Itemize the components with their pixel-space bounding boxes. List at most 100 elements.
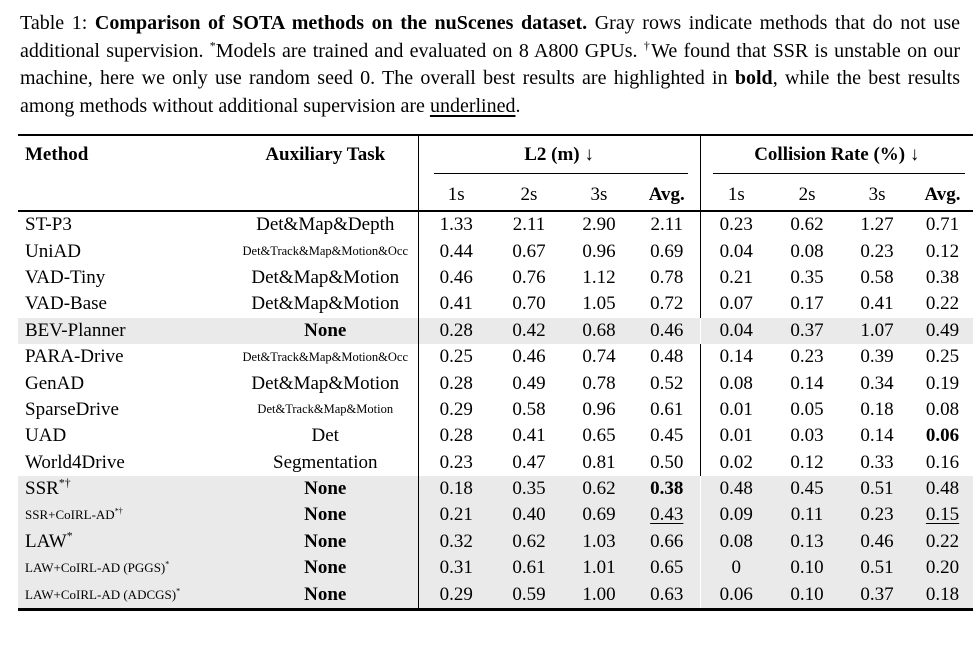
value-cell: 0.21 <box>417 502 494 529</box>
value-cell: 1.27 <box>842 209 913 239</box>
method-name: World4Drive <box>25 451 125 473</box>
sub-header-col-3s: 3s <box>868 183 886 205</box>
value-cell: 0.49 <box>925 319 960 341</box>
sub-header-col-avg: Avg. <box>924 183 961 205</box>
sub-header-l2-2s: 2s <box>520 183 538 205</box>
value-cell: 0.38 <box>925 266 960 288</box>
table-row: LAW+CoIRL-AD (ADCGS)* None 0.29 0.59 1.00 0.6… <box>18 581 974 610</box>
value-cell: 0.96 <box>582 240 616 262</box>
value-cell: 0.40 <box>512 504 546 526</box>
caption-segment: † <box>643 37 652 52</box>
value-cell: 0.12 <box>790 451 824 473</box>
value-cell: 0.41 <box>860 293 894 315</box>
auxiliary-task-cell: None <box>304 557 347 579</box>
value-cell: 0.67 <box>512 240 546 262</box>
value-cell: 0.59 <box>512 583 546 605</box>
value-cell: 0.23 <box>699 209 773 239</box>
value-cell: 0.14 <box>860 425 894 447</box>
value-cell: 0.08 <box>699 370 773 397</box>
value-cell: 0.19 <box>925 372 960 394</box>
value-cell: 0.65 <box>582 425 616 447</box>
method-name: UAD <box>25 425 67 447</box>
value-cell: 0.13 <box>790 530 824 552</box>
value-cell: 0.48 <box>925 478 960 500</box>
method-name: LAW+CoIRL-AD (ADCGS) <box>25 586 177 602</box>
auxiliary-task-cell: Det&Map&Depth <box>233 209 418 239</box>
value-cell: 0.18 <box>860 398 894 420</box>
value-cell: 0.03 <box>790 425 824 447</box>
auxiliary-task-cell: None <box>304 478 347 500</box>
value-cell: 0.69 <box>650 240 684 262</box>
value-cell: 0.10 <box>790 583 824 605</box>
value-cell: 0.04 <box>719 319 753 341</box>
caption-segment: Comparison of SOTA methods on the nuScen… <box>94 12 588 34</box>
caption-segment: Table 1: <box>20 12 95 34</box>
method-cell: SparseDrive <box>18 397 233 423</box>
value-cell: 0.23 <box>860 240 894 262</box>
value-cell: 0.11 <box>790 504 824 526</box>
auxiliary-task-cell: Det&Map&Motion <box>251 372 400 394</box>
method-cell: GenAD <box>18 370 233 396</box>
value-cell: 0.02 <box>699 449 773 476</box>
value-cell: 1.12 <box>582 266 616 288</box>
sub-header-l2-3s: 3s <box>590 183 608 205</box>
value-cell: 0.16 <box>925 451 960 473</box>
value-cell: 0.46 <box>860 530 894 552</box>
method-name: UniAD <box>25 240 81 262</box>
value-cell: 0.66 <box>650 530 684 552</box>
value-cell: 0.45 <box>790 478 824 500</box>
value-cell: 0.20 <box>925 557 960 579</box>
value-cell: 0.22 <box>925 293 960 315</box>
value-cell: 0.47 <box>512 451 546 473</box>
value-cell: 0.05 <box>790 398 824 420</box>
value-cell: 1.07 <box>860 319 894 341</box>
value-cell: 0.48 <box>719 478 753 500</box>
value-cell: 0.23 <box>860 504 894 526</box>
value-cell: 1.05 <box>582 293 616 315</box>
method-name: PARA-Drive <box>25 346 124 368</box>
table-row: LAW* None 0.32 0.62 1.03 0.66 0.08 0.13 0.46 0.22 <box>18 528 974 556</box>
value-cell: 0.74 <box>582 346 616 368</box>
header-row-sub: 1s 2s 3s Avg. 1s 2s 3s Avg. <box>18 179 973 211</box>
value-cell: 0.61 <box>512 557 546 579</box>
value-cell: 0.45 <box>650 425 684 447</box>
value-cell: 0.12 <box>925 240 960 262</box>
method-cell: World4Drive <box>18 450 233 476</box>
method-name: SparseDrive <box>25 398 119 420</box>
table-row: VAD-Base Det&Map&Motion 0.41 0.70 1.05 0.72 0.… <box>18 291 973 318</box>
value-cell: 0.69 <box>582 504 616 526</box>
value-cell: 0.78 <box>650 266 684 288</box>
table-row: BEV-Planner None 0.28 0.42 0.68 0.46 0.04 0.37 1… <box>18 317 974 344</box>
auxiliary-task-column-header: Auxiliary Task <box>265 144 386 165</box>
value-cell: 0.10 <box>790 557 824 579</box>
caption-segment: We found that SSR is unstable on our mac… <box>20 39 961 90</box>
value-cell: 0.29 <box>417 581 494 610</box>
value-cell: 0.78 <box>582 372 616 394</box>
value-cell: 0.23 <box>790 346 824 368</box>
method-cell: SSR+CoIRL-AD*† <box>18 502 233 528</box>
value-cell: 0.08 <box>719 530 753 552</box>
value-cell: 0.39 <box>860 346 894 368</box>
value-cell: 0.68 <box>582 319 616 341</box>
method-name: GenAD <box>25 372 85 394</box>
value-cell: 2.11 <box>494 209 564 239</box>
cmidrule-row <box>18 173 974 179</box>
down-arrow-icon: ↓ <box>584 143 594 165</box>
method-superscript: * <box>176 586 181 596</box>
value-cell: 0.44 <box>417 238 494 265</box>
sub-header-l2-avg: Avg. <box>648 183 685 205</box>
value-cell: 0.25 <box>417 343 494 371</box>
method-cell: SSR*† <box>18 476 233 502</box>
underlined-value: 0.15 <box>925 504 960 526</box>
value-cell: 0.38 <box>650 478 684 500</box>
value-cell: 0.62 <box>772 209 843 239</box>
value-cell: 0.51 <box>860 557 894 579</box>
value-cell: 0.34 <box>860 372 894 394</box>
table-row: UniAD Det&Track&Map&Motion&Occ 0.44 0.67 0.9… <box>18 238 973 265</box>
method-superscript: *† <box>58 476 71 490</box>
value-cell: 2.90 <box>564 209 634 239</box>
table-row: World4Drive Segmentation 0.23 0.47 0.81 0.50 0… <box>18 449 973 476</box>
table-row: SSR+CoIRL-AD*† None 0.21 0.40 0.69 0.43 0.09 0.… <box>18 502 974 529</box>
value-cell: 0.52 <box>650 372 684 394</box>
table-row: SparseDrive Det&Track&Map&Motion 0.29 0.58 0… <box>18 396 973 424</box>
